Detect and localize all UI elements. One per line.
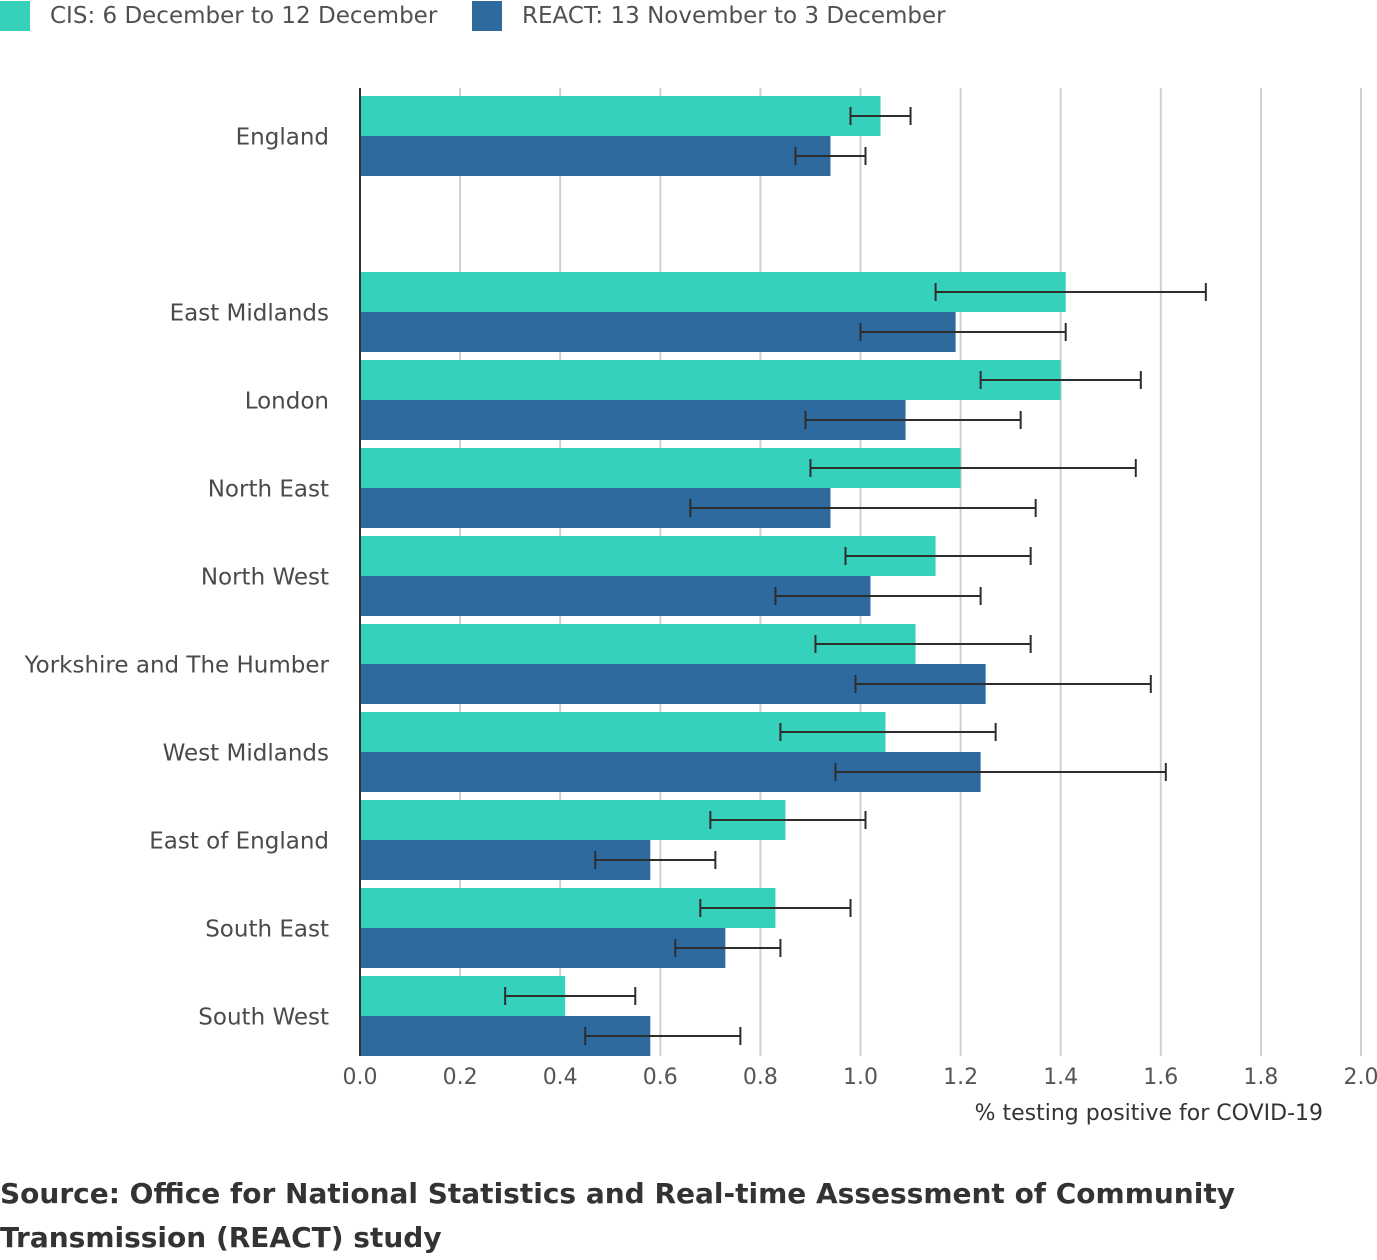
category-label: East of England (149, 829, 329, 855)
x-tick-label: 2.0 (1344, 1065, 1377, 1090)
category-label: North East (208, 477, 329, 503)
x-tick-label: 0.4 (543, 1065, 578, 1090)
category-label: East Midlands (170, 301, 329, 327)
x-tick-label: 0.8 (743, 1065, 778, 1090)
x-axis-title: % testing positive for COVID-19 (975, 1101, 1323, 1126)
bar-chart: England East Midlands London North East Nort… (0, 0, 1377, 1140)
bar (360, 928, 725, 968)
bar (360, 96, 881, 136)
category-label: Yorkshire and The Humber (24, 653, 330, 679)
x-tick-label: 0.2 (443, 1065, 478, 1090)
category-label: London (245, 389, 329, 415)
x-tick-label: 0.6 (643, 1065, 678, 1090)
category-label: North West (201, 565, 329, 591)
bar (360, 360, 1061, 400)
category-label: West Midlands (163, 741, 329, 767)
x-tick-label: 1.0 (843, 1065, 878, 1090)
category-label: South East (205, 917, 329, 943)
category-label: England (236, 125, 329, 151)
x-tick-label: 1.2 (943, 1065, 978, 1090)
category-label: South West (198, 1005, 329, 1031)
x-tick-label: 0.0 (343, 1065, 378, 1090)
x-tick-label: 1.8 (1243, 1065, 1278, 1090)
x-tick-label: 1.6 (1143, 1065, 1178, 1090)
bar (360, 136, 830, 176)
x-tick-label: 1.4 (1043, 1065, 1078, 1090)
source-note: Source: Office for National Statistics a… (0, 1172, 1330, 1260)
